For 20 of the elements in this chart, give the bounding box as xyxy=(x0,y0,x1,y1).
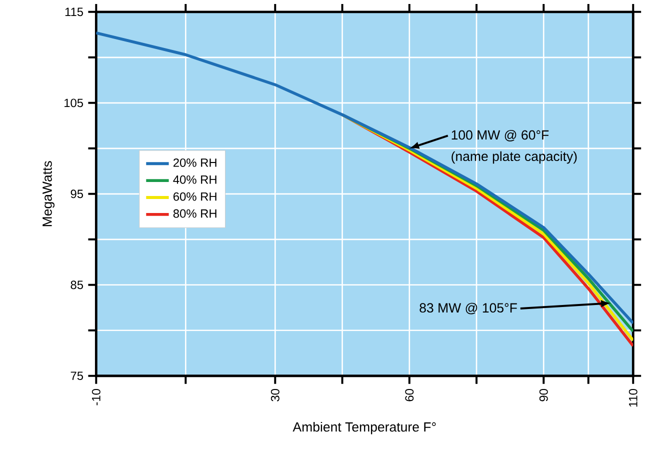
x-tick-label: 90 xyxy=(539,388,548,402)
x-tick-label: 60 xyxy=(405,388,414,402)
y-tick-label: 75 xyxy=(70,372,84,380)
annotation: 100 MW @ 60°F xyxy=(452,130,549,142)
y-axis-title: MegaWatts xyxy=(42,160,55,226)
annotation: 83 MW @ 105°F xyxy=(420,302,517,314)
legend-label: 60% RH xyxy=(173,192,216,201)
y-tick-label: 85 xyxy=(70,280,84,289)
x-tick-label: 30 xyxy=(270,388,280,402)
line-series xyxy=(96,31,634,324)
legend-label: 80% RH xyxy=(173,209,216,218)
y-tick-label: 95 xyxy=(70,190,84,198)
annotation: (name plate capacity) xyxy=(452,151,577,164)
x-tick-label: -10 xyxy=(92,388,100,406)
x-tick-label: 110 xyxy=(628,388,638,406)
legend-label: 20% RH xyxy=(173,158,216,167)
legend-label: 40% RH xyxy=(173,175,216,184)
x-axis-title: Ambient Temperature F° xyxy=(292,422,436,434)
y-tick-label: 115 xyxy=(65,8,84,16)
y-tick-label: 105 xyxy=(64,98,84,107)
